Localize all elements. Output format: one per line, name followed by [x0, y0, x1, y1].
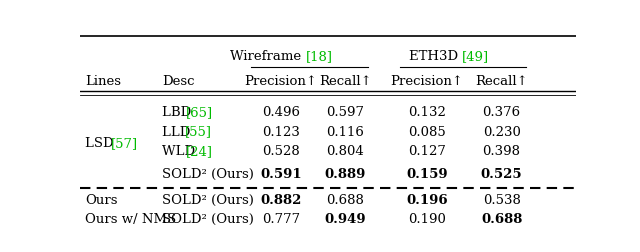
- Text: 0.528: 0.528: [262, 145, 300, 158]
- Text: Ours: Ours: [85, 194, 118, 207]
- Text: 0.688: 0.688: [481, 213, 522, 226]
- Text: LSD: LSD: [85, 137, 118, 150]
- Text: LLD: LLD: [162, 125, 195, 139]
- Text: 0.538: 0.538: [483, 194, 520, 207]
- Text: SOLD² (Ours): SOLD² (Ours): [162, 213, 253, 226]
- Text: 0.230: 0.230: [483, 125, 520, 139]
- Text: 0.123: 0.123: [262, 125, 300, 139]
- Text: 0.804: 0.804: [326, 145, 364, 158]
- Text: Wireframe: Wireframe: [230, 50, 306, 63]
- Text: Precision↑: Precision↑: [244, 75, 317, 88]
- Text: [18]: [18]: [306, 50, 333, 63]
- Text: [49]: [49]: [462, 50, 489, 63]
- Text: 0.777: 0.777: [262, 213, 300, 226]
- Text: 0.196: 0.196: [406, 194, 448, 207]
- Text: Ours w/ NMS: Ours w/ NMS: [85, 213, 176, 226]
- Text: 0.085: 0.085: [408, 125, 446, 139]
- Text: 0.525: 0.525: [481, 168, 522, 181]
- Text: 0.949: 0.949: [324, 213, 366, 226]
- Text: 0.889: 0.889: [324, 168, 366, 181]
- Text: Lines: Lines: [85, 75, 121, 88]
- Text: 0.597: 0.597: [326, 106, 364, 119]
- Text: [57]: [57]: [111, 137, 138, 150]
- Text: Desc: Desc: [162, 75, 195, 88]
- Text: 0.159: 0.159: [406, 168, 448, 181]
- Text: 0.496: 0.496: [262, 106, 300, 119]
- Text: Recall↑: Recall↑: [476, 75, 528, 88]
- Text: 0.116: 0.116: [326, 125, 364, 139]
- Text: 0.882: 0.882: [260, 194, 301, 207]
- Text: [24]: [24]: [186, 145, 213, 158]
- Text: 0.376: 0.376: [483, 106, 521, 119]
- Text: 0.591: 0.591: [260, 168, 301, 181]
- Text: 0.398: 0.398: [483, 145, 520, 158]
- Text: [55]: [55]: [185, 125, 212, 139]
- Text: 0.190: 0.190: [408, 213, 446, 226]
- Text: SOLD² (Ours): SOLD² (Ours): [162, 194, 253, 207]
- Text: [65]: [65]: [186, 106, 212, 119]
- Text: Recall↑: Recall↑: [319, 75, 372, 88]
- Text: SOLD² (Ours): SOLD² (Ours): [162, 168, 253, 181]
- Text: ETH3D: ETH3D: [408, 50, 462, 63]
- Text: 0.132: 0.132: [408, 106, 446, 119]
- Text: LBD: LBD: [162, 106, 195, 119]
- Text: Precision↑: Precision↑: [390, 75, 464, 88]
- Text: 0.127: 0.127: [408, 145, 446, 158]
- Text: WLD: WLD: [162, 145, 199, 158]
- Text: 0.688: 0.688: [326, 194, 364, 207]
